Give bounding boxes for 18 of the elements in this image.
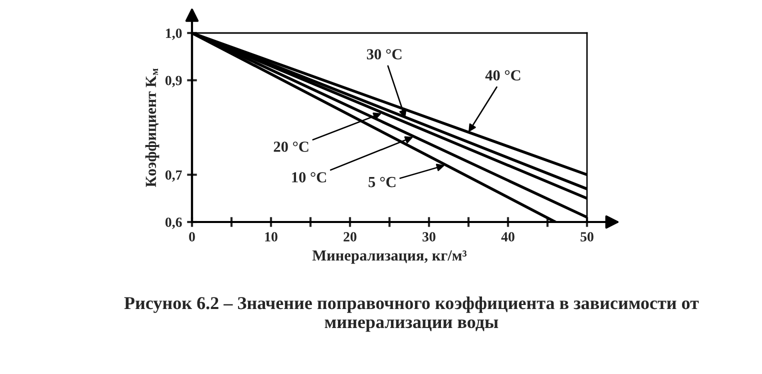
x-tick-label: 40 (501, 232, 514, 242)
x-tick-label: 30 (422, 232, 436, 242)
y-tick-label: 0,7 (165, 170, 182, 182)
y-tick-label: 1,0 (166, 28, 182, 40)
x-tick-label: 50 (580, 232, 594, 242)
x-tick-label: 0 (189, 232, 195, 242)
annotation: 20 °C (274, 142, 308, 152)
text: Рисунок 6.2 – Значение поправочного коэффициента в зависимости от минерализации воды (124, 296, 699, 332)
y-axis-title: Коэффициент K$_{м}$ (145, 68, 160, 187)
y-tick-label: 0,6 (165, 218, 182, 229)
x-tick-label: 20 (344, 232, 356, 242)
annotation: 30 °C (366, 49, 402, 60)
y-tick-label: 0,9 (165, 76, 182, 88)
x-tick-label: 10 (265, 232, 278, 242)
x-axis-title: Минерализация, кг/м³ (312, 250, 467, 264)
annotation: 10 °C (292, 172, 326, 182)
annotation: 40 °C (485, 70, 520, 81)
annotation: 5 °C (368, 176, 396, 188)
